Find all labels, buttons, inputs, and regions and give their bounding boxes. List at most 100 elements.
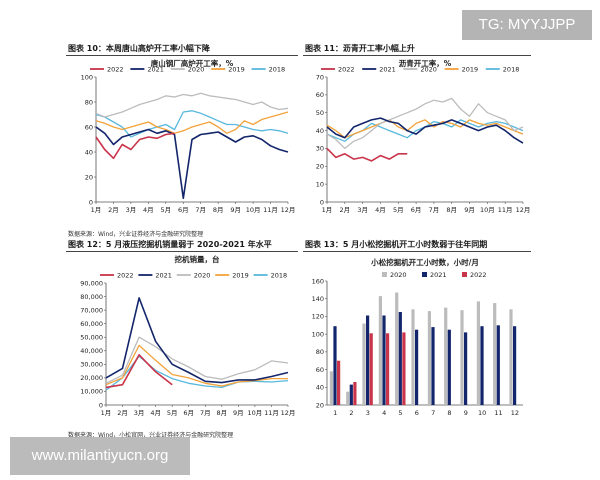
bar-2021-12: [513, 326, 517, 405]
bar-2021-6: [415, 329, 419, 405]
x-tick-label: 11月: [264, 409, 279, 417]
bar-2020-2: [346, 391, 350, 405]
y-tick-label: 60: [316, 91, 324, 99]
x-tick-label: 9月: [233, 409, 244, 417]
x-tick-label: 3月: [357, 206, 368, 214]
fig12-title-rule: [66, 251, 298, 252]
series-line-2019: [326, 119, 524, 139]
legend-label-2022: 2022: [470, 271, 487, 279]
x-tick-label: 3月: [134, 409, 145, 417]
series-line-2020: [95, 92, 289, 118]
bar-2021-7: [431, 327, 435, 405]
series-line-2021: [105, 297, 289, 384]
y-tick-label: 10,000: [80, 388, 103, 396]
x-tick-label: 9: [464, 409, 468, 417]
legend-label-2018: 2018: [271, 272, 288, 280]
x-tick-label: 2: [349, 409, 353, 417]
x-tick-label: 12月: [516, 206, 531, 214]
legend-label-2022: 2022: [338, 66, 355, 74]
x-tick-label: 5月: [160, 206, 171, 214]
bar-2020-10: [476, 301, 480, 405]
y-tick-label: 0: [99, 401, 103, 409]
legend-label-2019: 2019: [462, 66, 479, 74]
y-tick-label: 40: [85, 148, 93, 156]
legend-label-2020: 2020: [194, 272, 211, 280]
y-tick-label: 0: [89, 198, 93, 206]
x-tick-label: 10月: [248, 409, 263, 417]
x-tick-label: 4月: [143, 206, 154, 214]
legend-swatch-2020: [382, 272, 387, 277]
series-line-2018: [326, 119, 524, 142]
series-line-2019: [95, 111, 289, 134]
fig10-title: 图表 10：本周唐山高炉开工率小幅下降: [68, 44, 210, 53]
series-line-2021: [326, 117, 524, 144]
y-tick-label: 50: [316, 109, 324, 117]
x-tick-label: 12月: [281, 409, 296, 417]
x-tick-label: 4: [382, 409, 386, 417]
x-tick-label: 4月: [375, 206, 386, 214]
fig10-title-rule: [66, 55, 298, 56]
x-tick-label: 6月: [411, 206, 422, 214]
bar-2021-10: [480, 326, 484, 405]
legend-label-2018: 2018: [269, 66, 286, 74]
bar-2021-2: [349, 384, 353, 405]
x-tick-label: 5月: [167, 409, 178, 417]
legend-swatch-2022: [462, 272, 467, 277]
y-tick-label: 80: [85, 98, 93, 106]
x-tick-label: 8月: [446, 206, 457, 214]
y-tick-label: 80,000: [80, 293, 103, 301]
y-tick-label: 40: [316, 384, 324, 392]
x-tick-label: 11月: [498, 206, 513, 214]
y-tick-label: 70,000: [80, 306, 103, 314]
y-tick-label: 20: [316, 163, 324, 171]
x-tick-label: 11: [494, 409, 502, 417]
bar-2021-8: [447, 329, 451, 405]
telegram-badge: TG: MYYJJPP: [462, 10, 592, 40]
x-tick-label: 1月: [91, 206, 102, 214]
x-tick-label: 2月: [108, 206, 119, 214]
y-tick-label: 10: [316, 180, 324, 188]
x-tick-label: 3月: [126, 206, 137, 214]
bar-2021-11: [496, 325, 500, 405]
chart-title: 挖机销量，台: [175, 254, 220, 264]
y-tick-label: 60: [316, 366, 324, 374]
x-tick-label: 4月: [150, 409, 161, 417]
y-tick-label: 60: [85, 123, 93, 131]
bar-2021-3: [366, 315, 370, 405]
series-line-2021: [95, 126, 289, 200]
series-line-2018: [95, 110, 289, 138]
legend-label-2019: 2019: [232, 272, 249, 280]
x-tick-label: 8月: [216, 409, 227, 417]
bar-2020-4: [378, 296, 382, 405]
legend-label-2021: 2021: [147, 66, 164, 74]
legend-label-2020: 2020: [390, 271, 407, 279]
bar-2020-11: [493, 303, 497, 405]
bar-2020-9: [460, 310, 464, 405]
fig13-title: 图表 13：5 月小松挖掘机开工小时数弱于往年同期: [305, 240, 488, 249]
x-tick-label: 1: [333, 409, 337, 417]
y-tick-label: 120: [312, 313, 324, 321]
x-tick-label: 5: [398, 409, 402, 417]
x-tick-label: 8: [447, 409, 451, 417]
y-tick-label: 90,000: [80, 279, 103, 287]
y-tick-label: 20: [316, 401, 324, 409]
bar-2020-5: [395, 292, 399, 405]
y-tick-label: 160: [312, 277, 324, 285]
y-tick-label: 30,000: [80, 361, 103, 369]
chart-title: 小松挖掘机开工小时数，小时/月: [371, 257, 479, 267]
legend-label-2018: 2018: [503, 66, 520, 74]
y-tick-label: 20,000: [80, 374, 103, 382]
series-line-2018: [105, 355, 289, 391]
y-tick-label: 0: [320, 198, 324, 206]
legend-label-2021: 2021: [155, 272, 172, 280]
y-tick-label: 70: [316, 73, 324, 81]
x-tick-label: 2月: [117, 409, 128, 417]
x-tick-label: 10: [478, 409, 486, 417]
x-tick-label: 10月: [246, 206, 261, 214]
bar-2020-8: [444, 307, 448, 405]
fig13-title-rule: [303, 251, 531, 252]
y-tick-label: 80: [316, 348, 324, 356]
legend-label-2020: 2020: [188, 66, 205, 74]
x-tick-label: 6: [415, 409, 419, 417]
